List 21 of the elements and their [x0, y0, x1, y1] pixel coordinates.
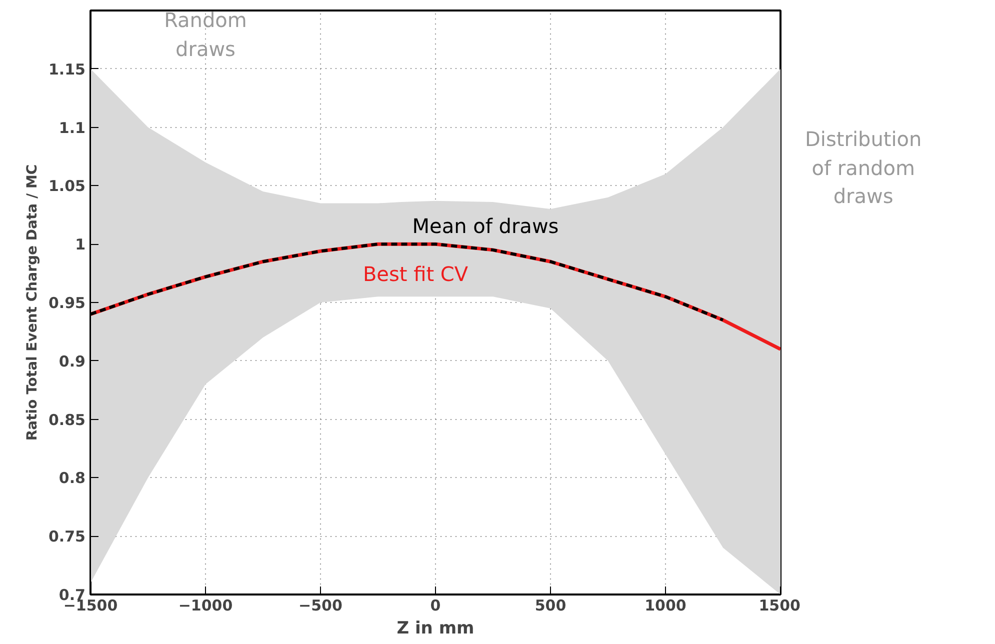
- y-tick-label: 1.1: [58, 118, 86, 137]
- series-label: Mean of draws: [412, 214, 559, 238]
- series-label: Best fit CV: [362, 262, 468, 286]
- x-tick-label: −1000: [178, 596, 233, 614]
- y-tick-label: 0.85: [48, 410, 86, 429]
- x-tick-label: 0: [430, 596, 441, 614]
- text: Distribution of random draws: [805, 126, 922, 210]
- y-tick-label: 0.75: [48, 528, 86, 546]
- x-tick-label: 1500: [758, 596, 800, 614]
- y-tick-label: 1.05: [48, 177, 86, 196]
- y-tick-label: 1: [75, 236, 86, 254]
- y-axis-title: Ratio Total Event Charge Data / MC: [24, 164, 40, 441]
- y-tick-label: 0.9: [58, 352, 86, 370]
- x-axis-title: Z in mm: [396, 618, 474, 638]
- x-tick-label: −500: [298, 596, 342, 614]
- y-tick-label: 1.15: [48, 60, 86, 78]
- annotation: Random draws: [164, 8, 247, 61]
- x-tick-label: 1000: [644, 596, 686, 614]
- y-tick-label: 0.95: [48, 294, 86, 312]
- y-tick-label: 0.8: [58, 469, 86, 488]
- x-tick-label: 500: [534, 596, 566, 614]
